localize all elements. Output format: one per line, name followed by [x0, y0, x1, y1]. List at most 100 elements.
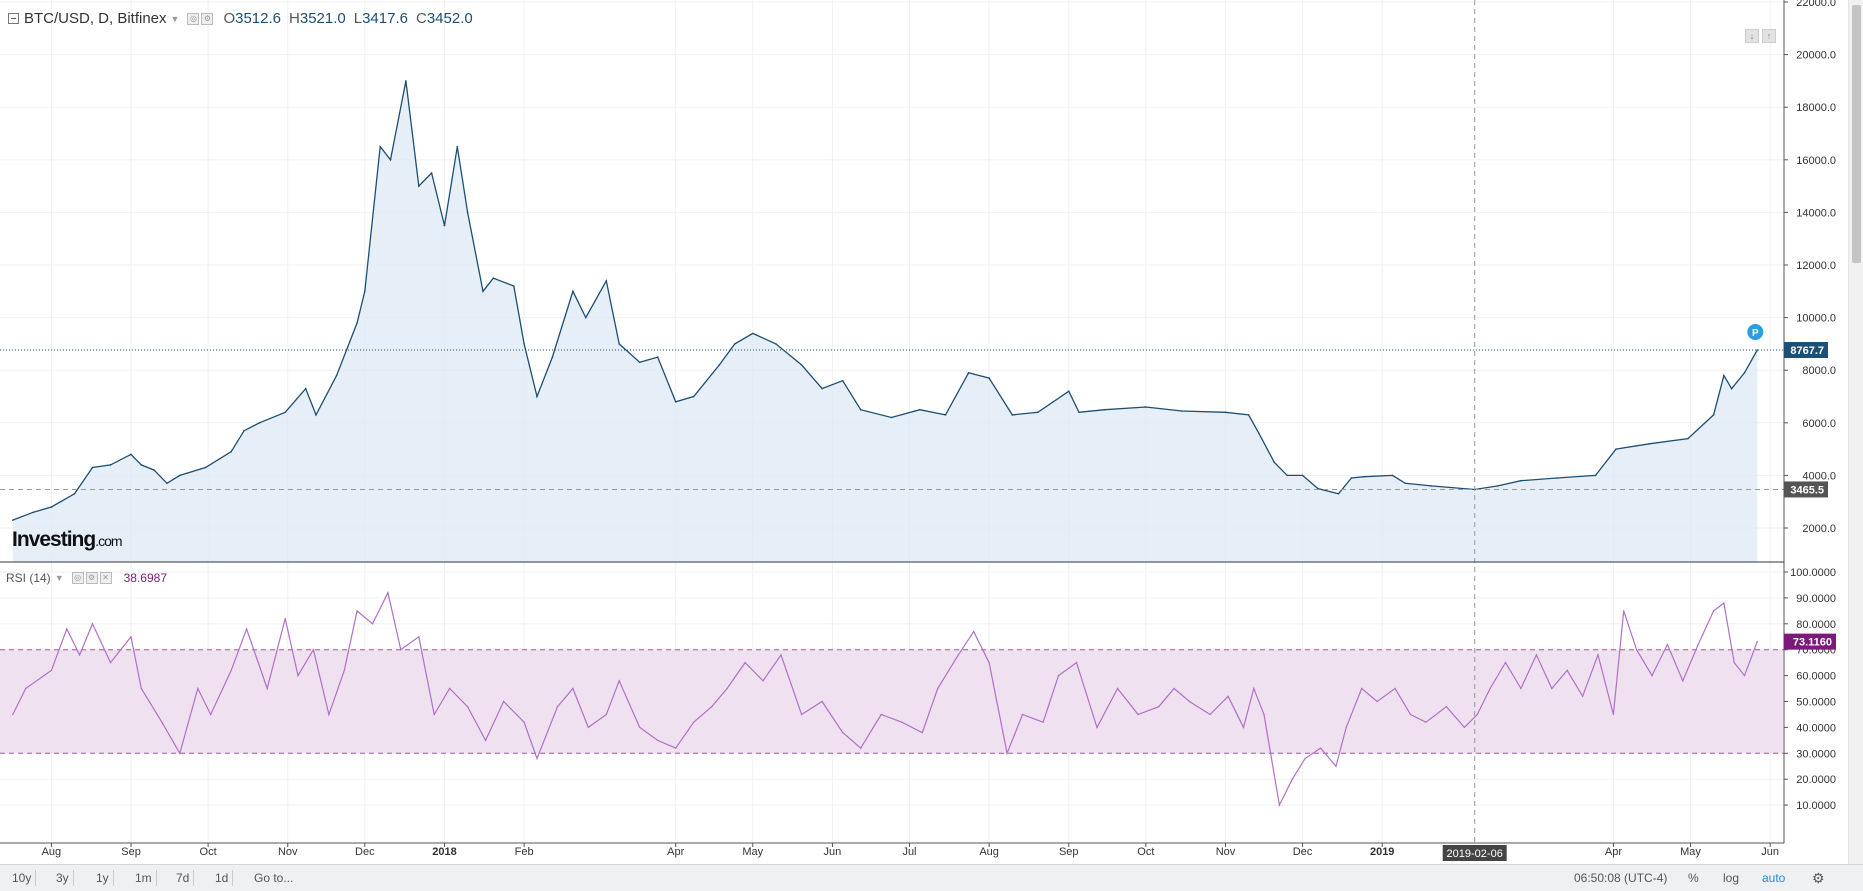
range-1m-button[interactable]: 1m: [131, 870, 157, 886]
rsi-point: [957, 654, 959, 656]
price-point: [430, 172, 433, 174]
rsi-line: [12, 590, 1758, 808]
rsi-point: [1612, 713, 1615, 716]
price-point: [752, 332, 754, 335]
p-badge-icon[interactable]: [1747, 324, 1764, 340]
chevron-down-icon[interactable]: ▼: [170, 13, 180, 24]
settings-icon[interactable]: ⚙: [85, 572, 98, 584]
y-tick-label: 4000.0: [1802, 470, 1836, 482]
price-point: [179, 474, 181, 477]
rsi-legend: RSI (14) ▼ ◎ ⚙ ✕ 38.6987: [6, 571, 167, 585]
rsi-point: [556, 706, 559, 708]
price-point: [551, 356, 554, 358]
price-point: [1011, 414, 1014, 416]
price-point: [618, 343, 620, 345]
price-point: [1723, 374, 1725, 377]
rsi-point: [1697, 643, 1699, 646]
rsi-point: [1733, 661, 1735, 664]
auto-toggle[interactable]: auto: [1762, 871, 1786, 885]
arrow-up-icon[interactable]: ↑: [1762, 29, 1776, 43]
x-tick-label: Jun: [1761, 846, 1779, 858]
rsi-value: 38.6987: [123, 571, 167, 585]
price-point: [466, 211, 469, 214]
arrow-down-icon[interactable]: ↓: [1745, 29, 1759, 43]
settings-icon[interactable]: ⚙: [201, 12, 214, 25]
rsi-point: [266, 687, 268, 690]
price-point: [1224, 411, 1227, 414]
y-tick-label: 10000.0: [1796, 313, 1836, 325]
rsi-point: [1116, 687, 1119, 690]
chevron-down-icon[interactable]: ▼: [54, 573, 64, 583]
rsi-point: [973, 630, 975, 633]
gear-icon[interactable]: ⚙: [1812, 870, 1825, 886]
rsi-point: [780, 654, 782, 656]
price-point: [1037, 411, 1039, 414]
price-point: [443, 224, 446, 227]
collapse-legend-button[interactable]: [8, 13, 19, 24]
price-point: [304, 387, 307, 390]
rsi-point: [1566, 669, 1568, 672]
goto-button[interactable]: Go to...: [254, 871, 294, 885]
price-point: [389, 159, 392, 161]
range-1d-button[interactable]: 1d: [211, 870, 234, 886]
range-1y-button[interactable]: 1y: [92, 870, 114, 886]
price-point: [1301, 474, 1304, 477]
scrollbar-thumb[interactable]: [1852, 5, 1861, 263]
rsi-point: [1075, 661, 1078, 664]
rsi-point: [901, 721, 903, 723]
rsi-point: [328, 713, 330, 716]
price-point: [204, 466, 207, 469]
rsi-point: [1445, 706, 1448, 708]
price-point: [1350, 477, 1353, 479]
rsi-point: [1188, 700, 1191, 703]
rsi-point: [1409, 713, 1412, 716]
price-point: [1404, 482, 1407, 485]
price-point: [109, 464, 112, 466]
range-3y-button[interactable]: 3y: [52, 870, 74, 886]
log-toggle[interactable]: log: [1723, 871, 1740, 885]
rsi-point: [842, 731, 844, 734]
bottom-toolbar: 10y 3y 1y 1m 7d 1d Go to... 06:50:08 (UT…: [0, 864, 1863, 891]
rsi-point: [297, 674, 299, 677]
rsi-y-tick-label: 30.0000: [1796, 748, 1836, 760]
rsi-point: [1361, 687, 1363, 690]
price-point: [492, 277, 495, 280]
rsi-point: [1551, 687, 1553, 690]
rsi-point: [312, 649, 315, 651]
price-point: [734, 343, 736, 345]
price-point: [1273, 461, 1276, 464]
y-tick-label: 6000.0: [1802, 418, 1836, 430]
price-point: [284, 411, 287, 414]
rsi-point: [618, 680, 620, 682]
open-key: O: [223, 10, 236, 27]
x-tick-label: Dec: [1293, 846, 1313, 858]
rsi-point: [448, 687, 451, 690]
rsi-title[interactable]: RSI (14): [6, 571, 51, 585]
rsi-band-layer: [0, 649, 1784, 754]
vertical-scrollbar[interactable]: [1848, 0, 1863, 864]
percent-toggle[interactable]: %: [1688, 871, 1699, 885]
price-point: [456, 145, 459, 148]
price-point: [1594, 474, 1597, 477]
price-point: [513, 285, 515, 287]
close-icon[interactable]: ✕: [99, 572, 112, 584]
x-tick-label: Dec: [355, 846, 375, 858]
price-point: [523, 343, 525, 345]
x-tick-label: Sep: [121, 846, 141, 858]
rsi-point: [1723, 602, 1725, 604]
y-tick-label: 12000.0: [1796, 260, 1836, 272]
range-10y-button[interactable]: 10y: [8, 870, 37, 886]
eye-icon[interactable]: ◎: [187, 12, 200, 25]
y-tick-label: 20000.0: [1796, 50, 1836, 62]
symbol-title[interactable]: BTC/USD, D, Bitfinex: [24, 10, 167, 27]
price-label-layer: 2019-02-06 8767.7 3465.5 73.1160 P Investing.…: [12, 324, 1836, 861]
rsi-point: [400, 649, 402, 651]
rsi-point: [484, 739, 487, 742]
range-7d-button[interactable]: 7d: [172, 870, 195, 886]
crosshair-price-label-bg: [1784, 481, 1828, 498]
rsi-point: [371, 623, 374, 625]
rsi-point: [880, 713, 882, 716]
x-tick-label: Jul: [902, 846, 916, 858]
eye-icon[interactable]: ◎: [71, 572, 84, 584]
x-tick-label: Apr: [1605, 846, 1622, 858]
